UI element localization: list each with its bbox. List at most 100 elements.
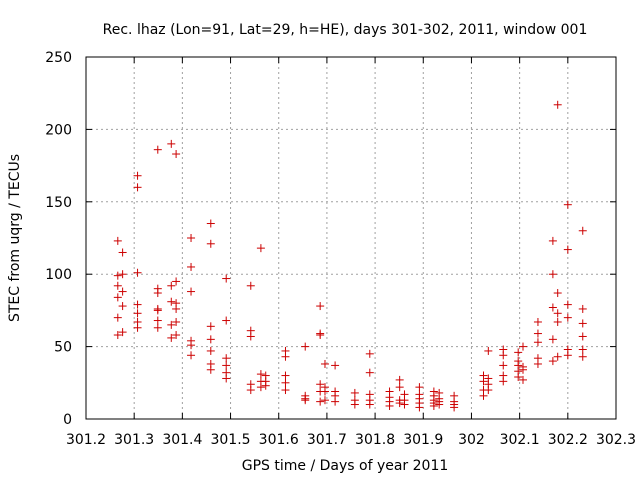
data-point	[172, 150, 181, 159]
data-point	[172, 317, 181, 326]
data-point	[533, 317, 542, 326]
data-point	[113, 271, 122, 280]
data-point	[578, 352, 587, 361]
data-point	[484, 386, 493, 395]
data-point	[133, 300, 142, 309]
data-point	[479, 377, 488, 386]
x-tick-label: 301.5	[210, 432, 250, 448]
x-tick-label: 301.7	[307, 432, 347, 448]
data-point	[281, 352, 290, 361]
data-point	[153, 323, 162, 332]
data-point	[553, 100, 562, 109]
data-point	[479, 391, 488, 400]
data-point	[113, 331, 122, 340]
data-point	[187, 341, 196, 350]
x-axis-label: GPS time / Days of year 2011	[242, 458, 449, 474]
x-tick-label: 301.4	[162, 432, 202, 448]
y-tick-labels: 0 50 100 150 200 250	[45, 50, 72, 428]
plot-frame	[85, 56, 617, 420]
data-point	[484, 346, 493, 355]
data-point	[320, 387, 329, 396]
data-point	[206, 346, 215, 355]
data-point	[167, 139, 176, 148]
data-point	[206, 219, 215, 228]
data-point	[187, 234, 196, 242]
data-point	[350, 400, 359, 409]
data-point	[113, 313, 122, 322]
data-point	[519, 365, 528, 374]
data-point	[133, 309, 142, 318]
data-point	[153, 306, 162, 315]
data-point	[256, 370, 265, 379]
chart-title: Rec. lhaz (Lon=91, Lat=29, h=HE), days 3…	[103, 22, 588, 38]
data-point	[256, 383, 265, 392]
data-point	[365, 368, 374, 377]
data-point	[548, 357, 557, 366]
data-point	[578, 332, 587, 341]
data-point	[113, 236, 122, 245]
data-point	[316, 302, 325, 311]
y-tick-label: 0	[63, 412, 72, 428]
data-point	[256, 244, 265, 253]
x-tick-label: 302	[458, 432, 485, 448]
data-point	[222, 274, 231, 283]
data-point	[301, 342, 310, 351]
data-point	[514, 373, 523, 382]
data-point	[578, 345, 587, 354]
data-point	[553, 309, 562, 318]
data-point	[206, 335, 215, 344]
data-point	[563, 351, 572, 360]
data-point	[167, 297, 176, 306]
data-point	[187, 351, 196, 360]
y-tick-label: 100	[45, 267, 72, 283]
data-point	[514, 348, 523, 357]
data-point	[133, 183, 142, 192]
data-point	[365, 400, 374, 409]
y-axis-label: STEC from uqrg / TECUs	[7, 154, 23, 322]
data-point	[415, 383, 424, 392]
y-tick-label: 200	[45, 122, 72, 138]
data-point	[167, 320, 176, 329]
data-point	[533, 329, 542, 338]
data-point	[519, 342, 528, 351]
data-point	[385, 401, 394, 410]
data-point	[563, 300, 572, 309]
x-tick-label: 302.3	[596, 432, 636, 448]
data-point	[153, 289, 162, 298]
data-point	[133, 171, 142, 180]
data-point	[553, 289, 562, 298]
data-point	[499, 351, 508, 360]
data-point	[316, 380, 325, 389]
data-point	[222, 316, 231, 325]
data-point	[153, 316, 162, 325]
data-point	[519, 375, 528, 384]
data-point	[187, 262, 196, 271]
data-point	[578, 226, 587, 235]
x-tick-labels: 301.2 301.3 301.4 301.5 301.6 301.7 301.8 301.9…	[66, 432, 636, 448]
data-point	[563, 200, 572, 209]
y-tick-label: 50	[54, 340, 72, 356]
data-point	[395, 375, 404, 384]
x-tick-label: 301.6	[259, 432, 299, 448]
data-point	[133, 268, 142, 277]
x-tick-label: 301.9	[403, 432, 443, 448]
y-tick-label: 150	[45, 195, 72, 211]
data-point	[553, 352, 562, 361]
data-point	[316, 331, 325, 340]
data-point	[133, 323, 142, 332]
data-point	[365, 349, 374, 358]
data-point	[395, 383, 404, 392]
data-point	[261, 381, 270, 390]
data-point	[246, 281, 255, 290]
data-point	[281, 386, 290, 395]
data-point	[113, 293, 122, 302]
data-point	[167, 333, 176, 342]
data-point	[172, 277, 181, 286]
data-point	[331, 361, 340, 370]
data-point	[206, 239, 215, 248]
data-point	[301, 396, 310, 405]
data-point	[187, 287, 196, 296]
data-point	[563, 313, 572, 322]
data-points	[113, 100, 587, 412]
